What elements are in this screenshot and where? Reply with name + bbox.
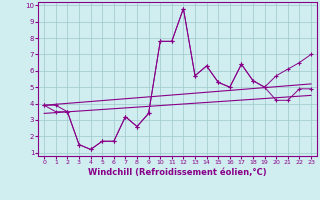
X-axis label: Windchill (Refroidissement éolien,°C): Windchill (Refroidissement éolien,°C)	[88, 168, 267, 177]
